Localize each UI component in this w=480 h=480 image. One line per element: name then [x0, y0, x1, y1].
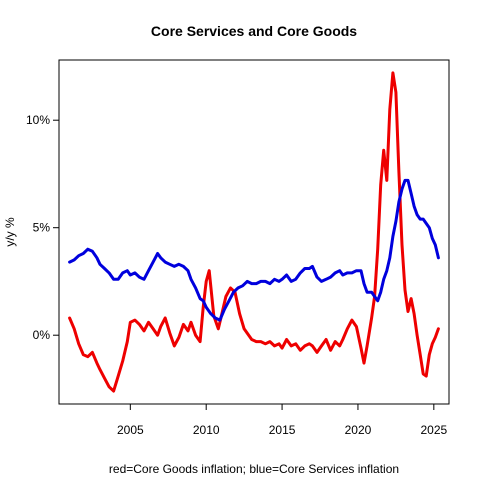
series-group [68, 71, 440, 393]
x-axis: 2005 2010 2015 2020 2025 [117, 404, 447, 437]
x-tick-label: 2005 [117, 423, 144, 437]
x-tick-label: 2015 [269, 423, 296, 437]
y-tick-label: 0% [33, 328, 51, 342]
y-tick-label: 5% [33, 221, 51, 235]
x-tick-label: 2010 [193, 423, 220, 437]
x-axis-label: red=Core Goods inflation; blue=Core Serv… [109, 462, 399, 476]
series-line-blue [68, 178, 440, 322]
y-axis: 0% 5% 10% [26, 113, 59, 342]
series-line-red [68, 71, 440, 393]
x-tick-label: 2025 [420, 423, 447, 437]
x-tick-label: 2020 [345, 423, 372, 437]
y-tick-label: 10% [26, 113, 50, 127]
chart-title: Core Services and Core Goods [151, 23, 357, 39]
y-axis-label: y/y % [3, 217, 17, 247]
plot-frame [58, 59, 450, 405]
